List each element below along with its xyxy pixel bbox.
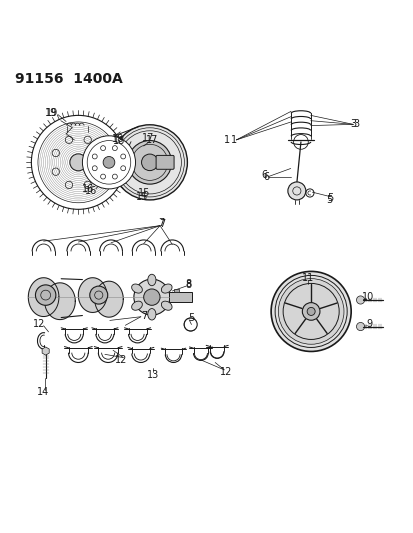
Circle shape [356,322,364,330]
Text: 16: 16 [81,184,94,194]
Circle shape [112,125,187,200]
Text: 5: 5 [325,195,332,205]
Text: 14: 14 [37,387,49,397]
Text: 3: 3 [352,119,358,130]
Text: 8: 8 [185,279,191,289]
Ellipse shape [161,284,172,293]
Text: 3: 3 [349,119,356,130]
Text: 6: 6 [261,171,267,180]
Circle shape [278,279,343,344]
Text: 19: 19 [45,108,57,118]
Text: 5: 5 [326,193,332,203]
Text: 16: 16 [84,185,97,196]
Text: 6: 6 [263,172,268,182]
Circle shape [306,308,314,316]
Polygon shape [28,278,59,317]
Ellipse shape [131,284,142,293]
Text: 9: 9 [366,319,372,329]
Circle shape [90,286,107,304]
Circle shape [301,303,319,320]
Text: 13: 13 [147,370,159,379]
Text: 15: 15 [136,192,148,202]
Polygon shape [45,283,75,320]
Text: 11: 11 [301,273,313,283]
Text: 19: 19 [45,108,58,118]
Circle shape [128,141,171,184]
Circle shape [70,154,87,171]
FancyBboxPatch shape [156,156,173,169]
Circle shape [141,154,158,171]
Text: 17: 17 [145,135,158,145]
Text: 8: 8 [185,280,191,290]
Ellipse shape [147,309,156,320]
Circle shape [133,279,169,315]
Circle shape [82,136,135,189]
Ellipse shape [161,301,172,310]
Circle shape [143,289,160,305]
Text: 17: 17 [141,133,154,143]
Text: 1: 1 [223,135,229,145]
Text: 15: 15 [137,188,150,198]
Text: 12: 12 [33,319,45,329]
Circle shape [103,157,114,168]
Ellipse shape [131,301,142,310]
Text: 5: 5 [188,313,194,324]
Polygon shape [95,281,123,317]
Text: 1: 1 [230,135,236,145]
Text: 10: 10 [361,292,373,302]
Text: 18: 18 [113,136,125,146]
Circle shape [36,285,56,305]
Circle shape [287,182,305,200]
Bar [174,289,179,292]
Circle shape [271,271,350,351]
Ellipse shape [147,274,156,286]
Circle shape [356,296,364,304]
Text: 91156  1400A: 91156 1400A [15,72,123,86]
Text: 7: 7 [158,218,164,228]
Text: 18: 18 [112,134,124,144]
Text: 7: 7 [159,219,165,229]
Polygon shape [78,278,107,312]
Bar [169,292,191,302]
Text: 7: 7 [141,311,147,320]
Text: 12: 12 [220,367,232,377]
Text: 12: 12 [115,354,127,365]
